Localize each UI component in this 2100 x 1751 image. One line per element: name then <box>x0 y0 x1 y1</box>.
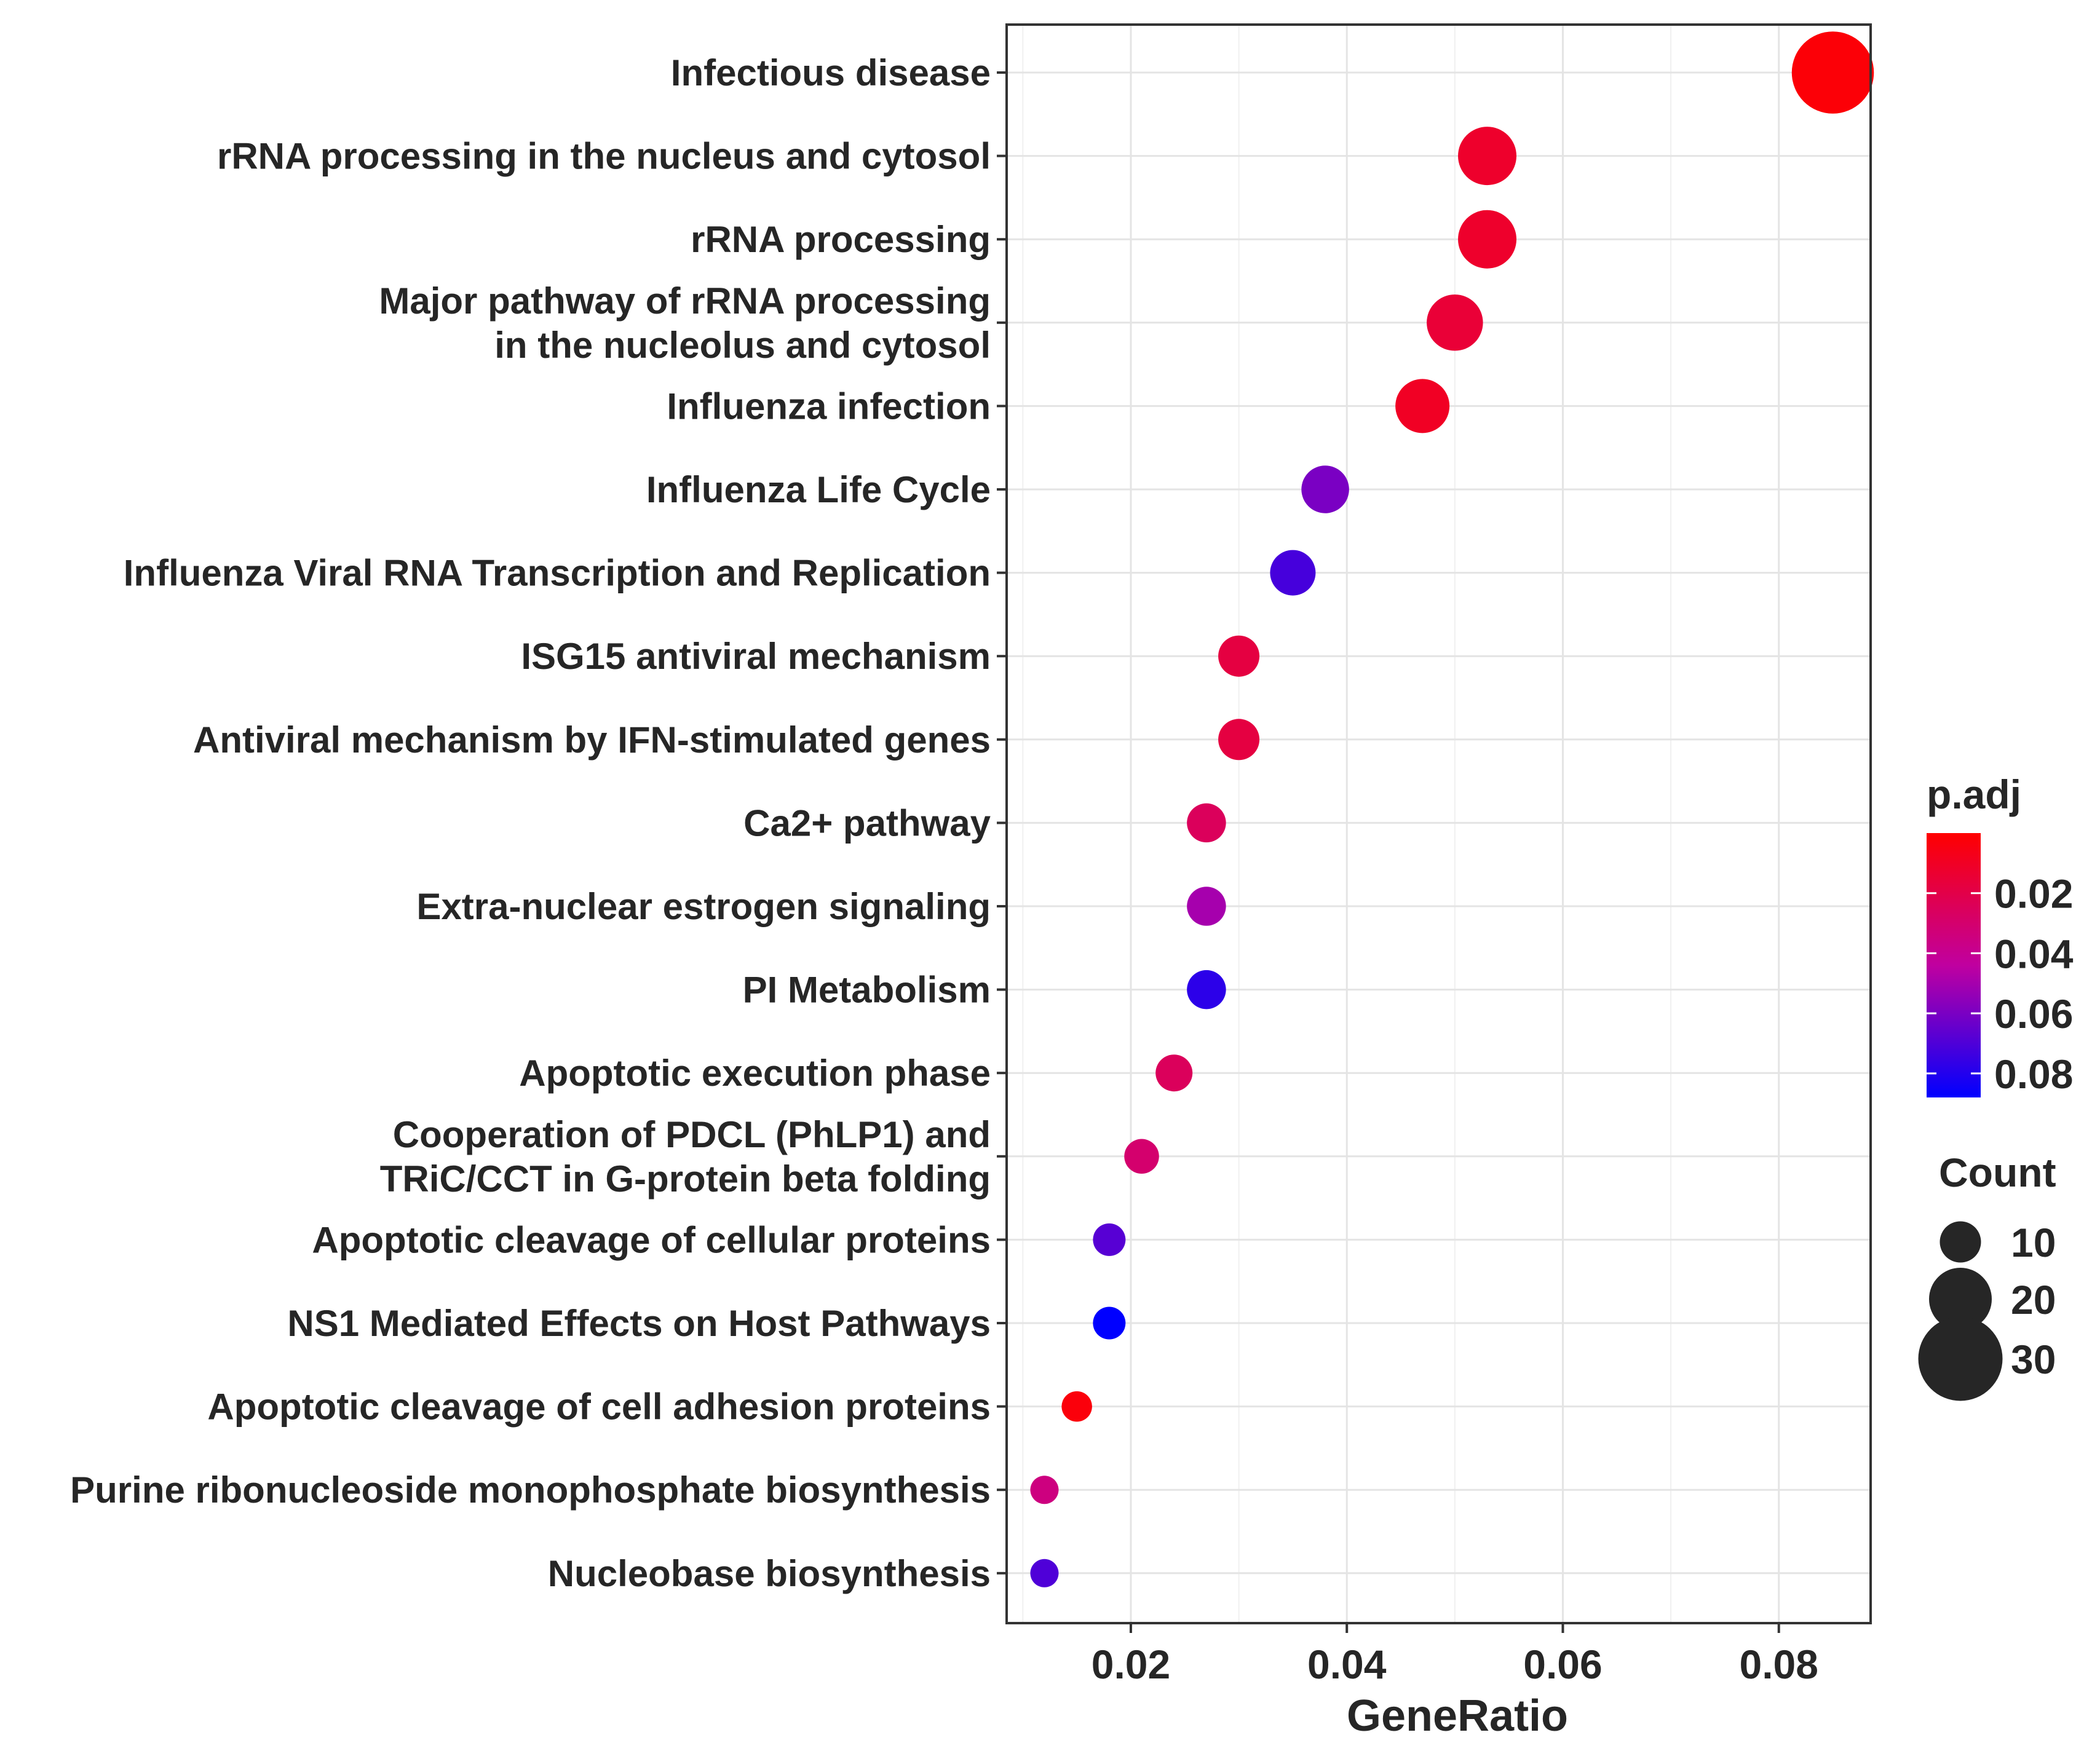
color-bar <box>1927 833 1981 1097</box>
y-tick-label: Ca2+ pathway <box>743 802 991 844</box>
data-point <box>1270 550 1316 596</box>
size-legend-dot <box>1918 1316 2003 1401</box>
y-tick-label: rRNA processing in the nucleus and cytos… <box>217 136 991 177</box>
y-tick-label: Apoptotic execution phase <box>519 1053 991 1094</box>
size-legend-dot <box>1940 1221 1981 1263</box>
x-axis-title: GeneRatio <box>1347 1691 1568 1741</box>
data-point <box>1791 31 1874 114</box>
data-point <box>1458 127 1517 186</box>
size-legend-items: 10 20 30 <box>1918 1220 2056 1401</box>
data-point <box>1124 1139 1159 1174</box>
size-legend-dot <box>1929 1268 1992 1330</box>
size-legend: Count 10 20 30 <box>1918 1150 2056 1401</box>
data-point <box>1093 1306 1126 1340</box>
color-legend: p.adj 0.02 0.04 0.06 0.08 <box>1927 772 2074 1097</box>
x-axis: 0.02 0.04 0.06 0.08 <box>1092 1623 1818 1687</box>
y-tick-label: Apoptotic cleavage of cell adhesion prot… <box>207 1386 991 1428</box>
x-tick-label: 0.02 <box>1092 1642 1170 1687</box>
data-point <box>1218 635 1260 677</box>
data-point <box>1395 379 1450 433</box>
y-tick-label: Purine ribonucleoside monophosphate bios… <box>70 1469 991 1511</box>
y-axis-labels: Infectious disease rRNA processing in the… <box>70 52 1007 1594</box>
data-point <box>1301 465 1349 513</box>
y-tick-label: Influenza Life Cycle <box>646 469 991 510</box>
data-point <box>1155 1054 1193 1092</box>
y-tick-label: Nucleobase biosynthesis <box>548 1553 991 1594</box>
data-points <box>1030 31 1874 1587</box>
data-point <box>1030 1559 1059 1587</box>
y-tick-label: rRNA processing <box>691 219 991 260</box>
data-point <box>1187 970 1226 1010</box>
y-tick-label: Influenza Viral RNA Transcription and Re… <box>124 553 991 594</box>
color-tick-label: 0.06 <box>1994 991 2073 1037</box>
y-tick-label: in the nucleolus and cytosol <box>494 325 991 366</box>
x-tick-label: 0.06 <box>1523 1642 1602 1687</box>
data-point <box>1218 719 1260 761</box>
x-tick-label: 0.08 <box>1739 1642 1818 1687</box>
y-tick-label: Major pathway of rRNA processing <box>379 280 991 322</box>
data-point <box>1061 1391 1092 1422</box>
color-legend-ticks: 0.02 0.04 0.06 0.08 <box>1927 871 2074 1097</box>
size-legend-label: 10 <box>2011 1220 2056 1265</box>
color-tick-label: 0.08 <box>1994 1051 2073 1097</box>
color-tick-label: 0.02 <box>1994 871 2073 917</box>
data-point <box>1427 294 1483 351</box>
x-tick-label: 0.04 <box>1307 1642 1387 1687</box>
y-tick-label: TRiC/CCT in G-protein beta folding <box>380 1158 991 1200</box>
y-tick-label: Cooperation of PDCL (PhLP1) and <box>393 1114 991 1155</box>
size-legend-title: Count <box>1939 1150 2056 1195</box>
data-point <box>1093 1223 1126 1256</box>
y-tick-label: Infectious disease <box>671 52 991 93</box>
data-point <box>1187 887 1226 926</box>
y-tick-label: Extra-nuclear estrogen signaling <box>416 886 991 927</box>
y-tick-label: ISG15 antiviral mechanism <box>521 636 991 677</box>
y-tick-label: Apoptotic cleavage of cellular proteins <box>312 1219 991 1260</box>
color-tick-label: 0.04 <box>1994 931 2074 976</box>
y-tick-label: Antiviral mechanism by IFN-stimulated ge… <box>193 719 991 761</box>
plot-background <box>1007 25 1871 1623</box>
data-point <box>1187 803 1226 843</box>
color-legend-title: p.adj <box>1927 772 2021 817</box>
y-tick-label: Influenza infection <box>667 385 991 427</box>
data-point <box>1030 1476 1059 1504</box>
size-legend-label: 30 <box>2011 1337 2056 1382</box>
data-point <box>1458 210 1517 269</box>
y-tick-label: PI Metabolism <box>743 970 991 1011</box>
y-tick-label: NS1 Mediated Effects on Host Pathways <box>287 1303 991 1344</box>
size-legend-label: 20 <box>2011 1277 2056 1322</box>
